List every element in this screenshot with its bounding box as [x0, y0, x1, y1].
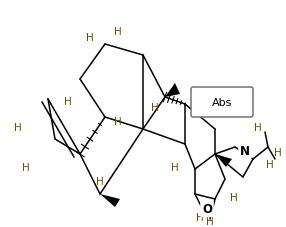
Text: H: H [266, 159, 274, 169]
Text: H: H [64, 96, 72, 106]
Polygon shape [100, 194, 120, 207]
FancyBboxPatch shape [191, 88, 253, 118]
Text: H: H [114, 116, 122, 126]
Text: N: N [240, 145, 250, 158]
Text: H: H [14, 122, 22, 132]
Text: O: O [202, 203, 212, 216]
Text: Abs: Abs [212, 98, 232, 108]
Polygon shape [215, 154, 232, 167]
Polygon shape [165, 84, 180, 98]
Text: H: H [230, 192, 238, 202]
Text: H: H [86, 33, 94, 43]
Text: H: H [254, 122, 262, 132]
Text: H: H [151, 103, 159, 113]
Text: H: H [114, 27, 122, 37]
Text: H: H [274, 147, 282, 157]
Text: H: H [196, 212, 204, 222]
Text: H: H [96, 176, 104, 186]
Text: H: H [206, 216, 214, 226]
Text: H: H [22, 162, 30, 172]
Text: H: H [171, 162, 179, 172]
